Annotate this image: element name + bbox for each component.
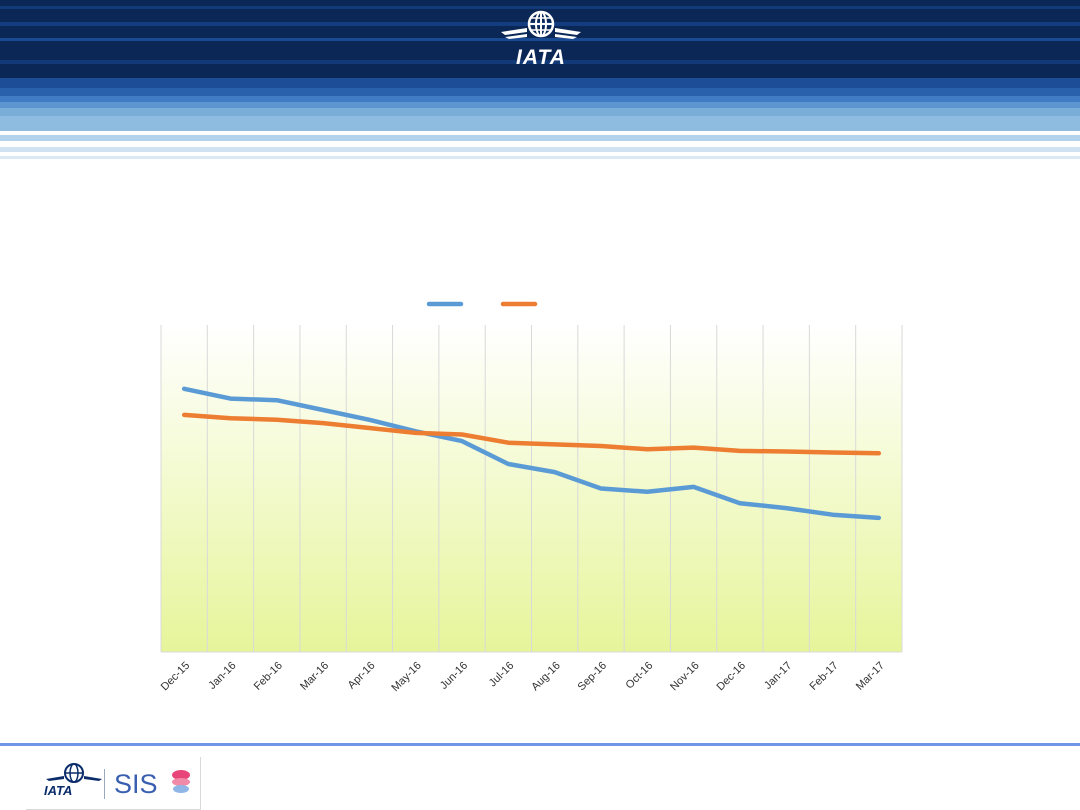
series-line-1 — [181, 386, 882, 521]
iata-logo-text: IATA — [516, 46, 566, 69]
x-tick-label: Dec-15 — [159, 660, 193, 694]
x-tick-label: Feb-16 — [252, 660, 285, 693]
chart-grid — [160, 325, 903, 653]
x-axis: Dec-15 Jan-16 Feb-16 Mar-16 Apr-16 May-16 Jun-… — [159, 660, 887, 694]
x-tick-label: May-16 — [389, 660, 423, 694]
x-tick-label: Jul-16 — [487, 660, 517, 690]
footer-divider — [0, 743, 1080, 746]
logo-separator — [104, 769, 105, 799]
x-tick-label: Jan-17 — [762, 660, 794, 692]
x-tick-label: Apr-16 — [346, 660, 378, 692]
sis-swirl-icon — [172, 770, 190, 793]
iata-logo: IATA — [497, 8, 585, 70]
x-tick-label: Mar-17 — [854, 660, 887, 693]
x-tick-label: Jun-16 — [438, 660, 470, 692]
x-tick-label: Oct-16 — [624, 660, 656, 692]
footer-sis-text: SIS — [114, 769, 158, 799]
globe-icon — [46, 763, 102, 783]
footer-iata-text: IATA — [44, 783, 73, 798]
x-tick-label: Jan-16 — [206, 660, 238, 692]
iata-sis-logo: IATA SIS — [26, 757, 201, 810]
x-tick-label: Mar-16 — [298, 660, 331, 693]
series-line-2 — [181, 412, 882, 456]
header-banner: IATA — [0, 0, 1080, 160]
x-tick-label: Aug-16 — [529, 660, 563, 694]
x-tick-label: Nov-16 — [668, 660, 702, 694]
chart-series — [181, 386, 882, 521]
x-tick-label: Feb-17 — [808, 660, 841, 693]
globe-icon — [501, 10, 581, 39]
x-tick-label: Sep-16 — [576, 660, 610, 694]
x-tick-label: Dec-16 — [714, 660, 748, 694]
